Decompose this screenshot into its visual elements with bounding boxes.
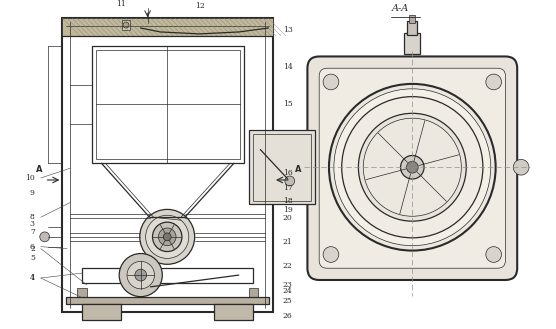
Text: 8: 8: [30, 213, 35, 221]
Text: 24: 24: [283, 287, 292, 295]
Circle shape: [140, 209, 195, 264]
Text: 25: 25: [283, 296, 292, 305]
Text: 10: 10: [25, 174, 35, 182]
Text: 21: 21: [283, 238, 292, 246]
Text: 9: 9: [30, 189, 35, 197]
Bar: [408, 21, 417, 35]
Text: 15: 15: [283, 100, 292, 109]
Circle shape: [513, 159, 529, 175]
Circle shape: [406, 161, 418, 173]
Circle shape: [486, 74, 502, 90]
Bar: [62, 18, 273, 312]
Bar: [92, 46, 244, 163]
Bar: [249, 288, 259, 300]
Circle shape: [486, 247, 502, 262]
Text: 12: 12: [195, 2, 205, 11]
Bar: [214, 305, 254, 320]
Text: 7: 7: [30, 228, 35, 236]
Circle shape: [323, 74, 339, 90]
Text: 2: 2: [30, 244, 35, 253]
Circle shape: [342, 97, 483, 238]
Text: 23: 23: [283, 281, 293, 289]
Circle shape: [400, 156, 424, 179]
Text: 22: 22: [283, 262, 292, 270]
Text: 5: 5: [30, 254, 35, 263]
Text: 18: 18: [283, 196, 292, 205]
Bar: [404, 33, 420, 55]
Circle shape: [359, 113, 466, 221]
Text: 11: 11: [116, 0, 126, 9]
FancyBboxPatch shape: [319, 68, 505, 268]
Circle shape: [329, 84, 495, 251]
Text: 20: 20: [283, 214, 292, 222]
Circle shape: [152, 222, 182, 252]
Text: 26: 26: [283, 312, 292, 320]
Bar: [122, 20, 130, 30]
Bar: [82, 305, 121, 320]
Circle shape: [127, 261, 155, 289]
Circle shape: [363, 118, 461, 216]
Circle shape: [146, 215, 189, 258]
Text: 16: 16: [283, 169, 292, 177]
Circle shape: [163, 233, 171, 241]
Text: 17: 17: [283, 184, 292, 192]
Bar: [409, 15, 415, 23]
Bar: [66, 297, 269, 305]
FancyBboxPatch shape: [307, 57, 517, 280]
Text: 1: 1: [30, 274, 35, 282]
Circle shape: [334, 89, 491, 246]
Circle shape: [323, 247, 339, 262]
Circle shape: [40, 232, 49, 242]
Bar: [249, 130, 315, 205]
Bar: [62, 18, 273, 36]
Circle shape: [285, 176, 295, 186]
Bar: [77, 288, 87, 300]
Text: 3: 3: [30, 220, 35, 228]
Text: 14: 14: [283, 63, 292, 71]
Text: 19: 19: [283, 206, 292, 215]
Text: A-A: A-A: [392, 4, 409, 13]
Text: A: A: [36, 165, 42, 174]
Bar: [82, 268, 254, 283]
Bar: [96, 50, 240, 159]
Bar: [252, 134, 311, 201]
Circle shape: [135, 269, 147, 281]
Circle shape: [123, 22, 129, 28]
Text: 4: 4: [30, 274, 35, 282]
Circle shape: [119, 254, 162, 297]
Text: 6: 6: [30, 243, 35, 251]
Text: 13: 13: [283, 26, 293, 34]
Text: A: A: [295, 165, 302, 174]
Circle shape: [158, 228, 176, 246]
